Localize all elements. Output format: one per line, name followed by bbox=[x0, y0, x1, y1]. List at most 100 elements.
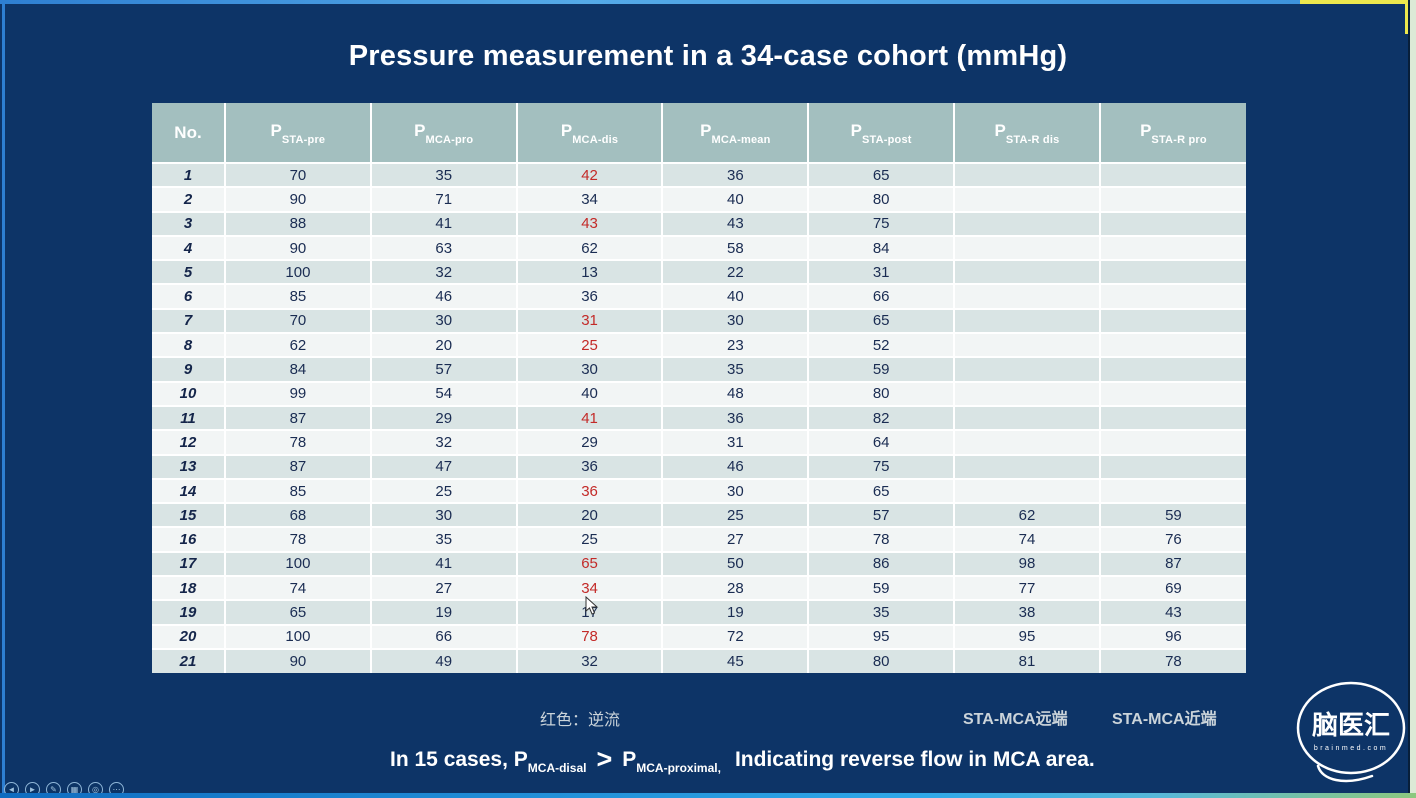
cell: 84 bbox=[225, 356, 372, 382]
cell: 82 bbox=[808, 404, 956, 431]
cell: 98 bbox=[954, 550, 1101, 577]
col-header-MCA-dis: PMCA-dis bbox=[516, 103, 664, 163]
cell: 85 bbox=[225, 283, 372, 309]
label-sta-mca-distal: STA-MCA远端 bbox=[963, 711, 1068, 728]
cell: 90 bbox=[225, 647, 372, 674]
cell bbox=[1099, 307, 1246, 334]
cell bbox=[954, 356, 1101, 382]
cell-no: 3 bbox=[152, 210, 226, 236]
table-row: 16 78 35 25 27 78 74 76 bbox=[152, 526, 1246, 552]
cell: 87 bbox=[225, 404, 372, 431]
col-header-MCA-pro: PMCA-pro bbox=[370, 103, 518, 163]
cell: 25 bbox=[516, 526, 664, 552]
cell: 57 bbox=[808, 502, 956, 528]
cell: 66 bbox=[370, 623, 518, 649]
cell: 30 bbox=[370, 307, 518, 334]
cell: 31 bbox=[808, 259, 956, 285]
table-row: 6 85 46 36 40 66 bbox=[152, 283, 1246, 309]
cell bbox=[1099, 429, 1246, 455]
table-row: 17 100 41 65 50 86 98 87 bbox=[152, 550, 1246, 577]
table-row: 18 74 27 34 28 59 77 69 bbox=[152, 575, 1246, 601]
cell: 41 bbox=[370, 550, 518, 577]
cell: 23 bbox=[662, 332, 810, 358]
cell: 84 bbox=[808, 234, 956, 261]
table-row: 9 84 57 30 35 59 bbox=[152, 356, 1246, 382]
cell bbox=[1099, 332, 1246, 358]
cell: 52 bbox=[808, 332, 956, 358]
cell: 62 bbox=[516, 234, 664, 261]
conclusion-suffix: Indicating reverse flow in MCA area. bbox=[734, 748, 1095, 771]
cell: 81 bbox=[954, 647, 1101, 674]
cell bbox=[1099, 186, 1246, 212]
cell: 13 bbox=[516, 259, 664, 285]
cell bbox=[1099, 234, 1246, 261]
cell: 34 bbox=[516, 186, 664, 212]
cell: 78 bbox=[225, 429, 372, 455]
cell: 29 bbox=[370, 404, 518, 431]
cell: 31 bbox=[516, 307, 664, 334]
col-header-STA-R pro: PSTA-R pro bbox=[1099, 103, 1246, 163]
cell: 59 bbox=[808, 356, 956, 382]
table-row: 7 70 30 31 30 65 bbox=[152, 307, 1246, 334]
cell: 38 bbox=[954, 599, 1101, 625]
col-header-MCA-mean: PMCA-mean bbox=[662, 103, 810, 163]
cell-no: 13 bbox=[152, 453, 226, 479]
cell bbox=[954, 283, 1101, 309]
cell: 40 bbox=[662, 186, 810, 212]
table-body: 1 70 35 42 36 65 2 90 71 34 40 80 3 88 41 43 43 75 4 90 63 62… bbox=[152, 161, 1246, 674]
cell: 88 bbox=[225, 210, 372, 236]
frame-right-mint bbox=[1410, 0, 1416, 798]
cell: 65 bbox=[225, 599, 372, 625]
cell bbox=[954, 404, 1101, 431]
cell bbox=[954, 210, 1101, 236]
cell: 75 bbox=[808, 210, 956, 236]
cell: 96 bbox=[1099, 623, 1246, 649]
cell bbox=[1099, 380, 1246, 406]
table-row: 13 87 47 36 46 75 bbox=[152, 453, 1246, 479]
col-header-STA-R dis: PSTA-R dis bbox=[954, 103, 1101, 163]
cell-no: 2 bbox=[152, 186, 226, 212]
svg-text:brainmed.com: brainmed.com bbox=[1314, 745, 1388, 752]
frame-left bbox=[2, 0, 5, 798]
cell: 46 bbox=[370, 283, 518, 309]
frame-right-yellow bbox=[1405, 0, 1408, 34]
cell bbox=[954, 453, 1101, 479]
cell: 78 bbox=[1099, 647, 1246, 674]
cell: 74 bbox=[225, 575, 372, 601]
cell: 71 bbox=[370, 186, 518, 212]
cell: 35 bbox=[662, 356, 810, 382]
pressure-table: No. PSTA-pre PMCA-pro PMCA-dis PMCA-mean PSTA… bbox=[152, 103, 1246, 674]
table-row: 11 87 29 41 36 82 bbox=[152, 404, 1246, 431]
cell: 59 bbox=[808, 575, 956, 601]
page-title: Pressure measurement in a 34-case cohort… bbox=[348, 40, 1068, 72]
table-row: 12 78 32 29 31 64 bbox=[152, 429, 1246, 455]
cell: 32 bbox=[370, 259, 518, 285]
cell: 62 bbox=[225, 332, 372, 358]
cell: 87 bbox=[1099, 550, 1246, 577]
cell bbox=[1099, 210, 1246, 236]
cell: 86 bbox=[808, 550, 956, 577]
cell: 19 bbox=[662, 599, 810, 625]
cell bbox=[1099, 161, 1246, 188]
cell: 54 bbox=[370, 380, 518, 406]
cell: 36 bbox=[662, 404, 810, 431]
cell: 65 bbox=[808, 161, 956, 188]
cell: 90 bbox=[225, 186, 372, 212]
cell: 25 bbox=[662, 502, 810, 528]
col-header-STA-post: PSTA-post bbox=[808, 103, 956, 163]
cell: 34 bbox=[516, 575, 664, 601]
cell: 30 bbox=[662, 477, 810, 504]
cell-no: 9 bbox=[152, 356, 226, 382]
cell: 20 bbox=[516, 502, 664, 528]
cell: 72 bbox=[662, 623, 810, 649]
cell: 99 bbox=[225, 380, 372, 406]
cell-no: 18 bbox=[152, 575, 226, 601]
cell: 78 bbox=[808, 526, 956, 552]
svg-text:脑医汇: 脑医汇 bbox=[1312, 710, 1390, 740]
frame-top-yellow bbox=[1300, 0, 1416, 4]
cell: 90 bbox=[225, 234, 372, 261]
cell: 49 bbox=[370, 647, 518, 674]
cell: 36 bbox=[516, 477, 664, 504]
frame-bottom bbox=[0, 793, 1416, 798]
frame-right-dark bbox=[1408, 0, 1410, 798]
